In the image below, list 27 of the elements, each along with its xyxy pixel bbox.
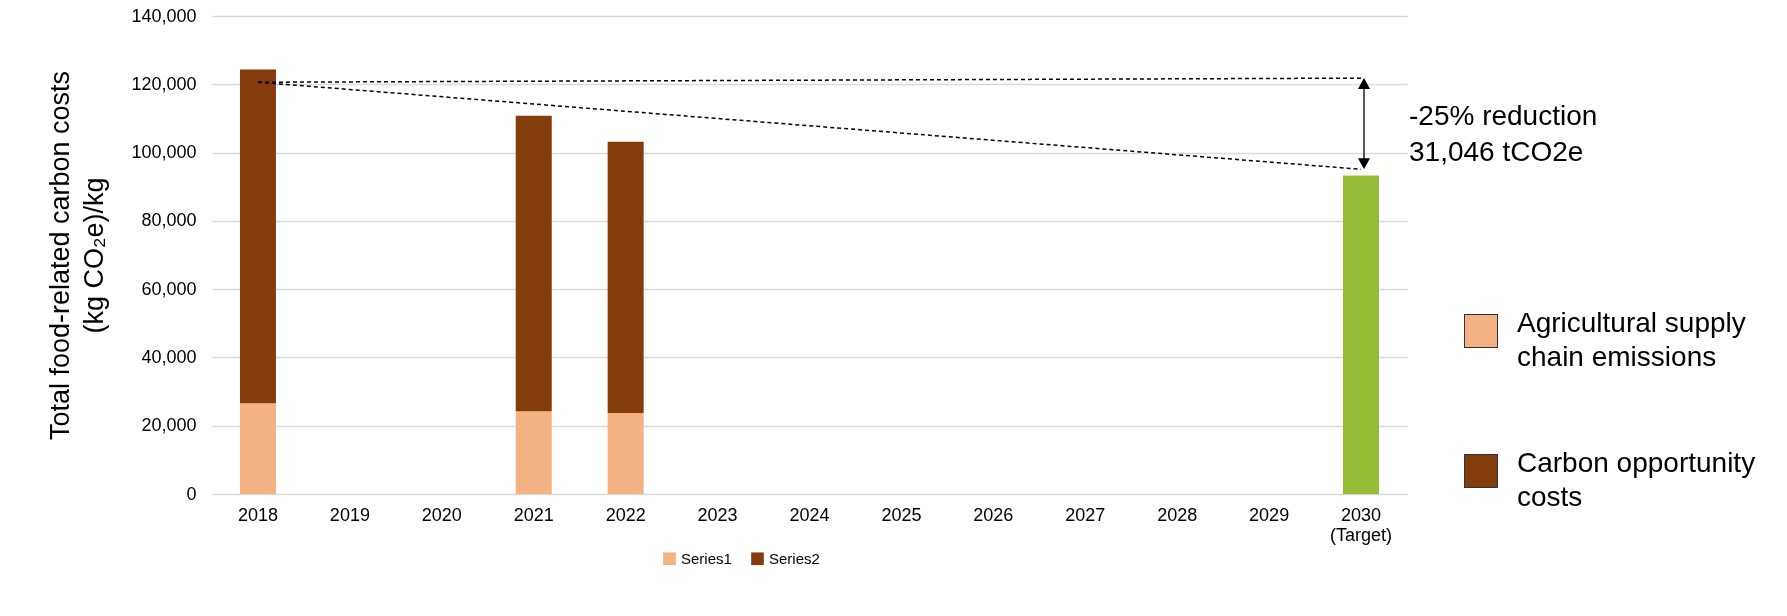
x-tick-label: 2019 xyxy=(329,504,370,525)
x-tick-label: 2027 xyxy=(1065,504,1106,525)
x-tick-label: 2030 (Target) xyxy=(1330,504,1393,545)
y-tick-label: 100,000 xyxy=(131,142,197,163)
text: Carbon opportunity costs xyxy=(1517,446,1757,514)
y-tick-label: 40,000 xyxy=(141,346,197,367)
y-tick-label: 140,000 xyxy=(131,5,197,26)
y-tick-label: 60,000 xyxy=(141,278,197,299)
x-tick-label: 2023 xyxy=(697,504,738,525)
text: -25% reduction 31,046 tCO2e xyxy=(1409,99,1598,170)
y-tick-label: 80,000 xyxy=(141,210,197,231)
legend-label: Series2 xyxy=(769,549,820,567)
x-tick-label: 2021 xyxy=(513,504,554,525)
text: Agricultural supply chain emissions xyxy=(1517,306,1747,374)
x-tick-label: 2024 xyxy=(789,504,830,525)
y-tick-label: 120,000 xyxy=(131,73,197,94)
y-axis-title: Total food-related carbon costs (kg CO₂e)/kg xyxy=(45,70,110,441)
legend-label: Series1 xyxy=(681,549,732,567)
x-tick-label: 2029 xyxy=(1249,504,1290,525)
x-tick-label: 2028 xyxy=(1157,504,1198,525)
x-tick-label: 2026 xyxy=(973,504,1014,525)
x-tick-label: 2018 xyxy=(237,504,278,525)
x-tick-label: 2022 xyxy=(605,504,646,525)
x-tick-label: 2025 xyxy=(881,504,922,525)
x-tick-label: 2020 xyxy=(421,504,462,525)
y-tick-label: 0 xyxy=(186,483,197,504)
y-tick-label: 20,000 xyxy=(141,415,197,436)
